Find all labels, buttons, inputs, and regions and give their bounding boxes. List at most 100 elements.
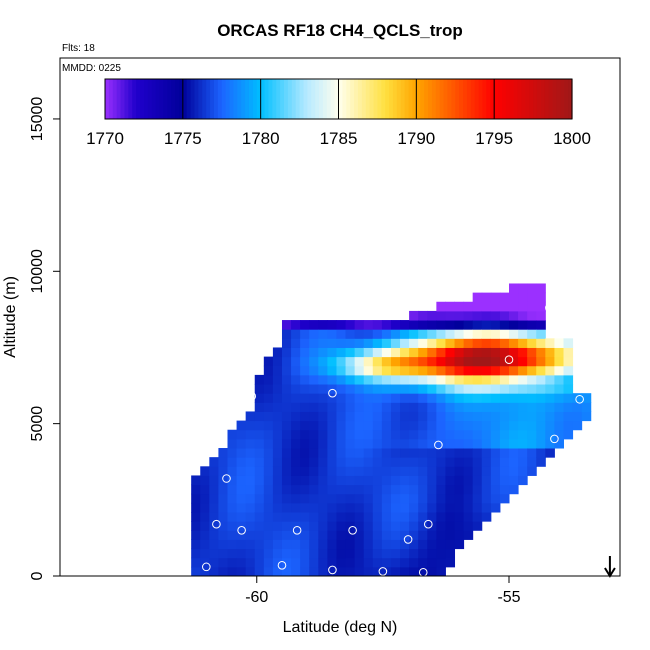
curtain-cell [445, 429, 456, 440]
curtain-cell [481, 338, 492, 348]
colorbar-strip [346, 79, 351, 119]
curtain-cell [281, 512, 292, 522]
colorbar-strip [361, 79, 367, 119]
curtain-cell [327, 512, 337, 522]
curtain-cell [427, 356, 437, 367]
curtain-cell [390, 475, 401, 486]
curtain-cell [372, 320, 383, 330]
curtain-cell [445, 512, 456, 522]
curtain-cell [263, 374, 274, 385]
curtain-cell [581, 402, 592, 412]
curtain-cell [518, 420, 528, 431]
curtain-cell [400, 438, 410, 449]
curtain-cell [227, 530, 238, 540]
colorbar-strip [136, 79, 141, 119]
curtain-cell [481, 457, 492, 467]
curtain-cell [554, 384, 564, 394]
curtain-cell [436, 320, 446, 330]
curtain-cell [481, 420, 492, 431]
curtain-cell [200, 466, 210, 476]
curtain-cell [318, 484, 328, 495]
curtain-cell [336, 320, 347, 330]
curtain-cell [209, 475, 219, 486]
curtain-cell [318, 329, 328, 339]
y-tick-label: 5000 [29, 406, 46, 442]
flight-point-marker [434, 440, 443, 450]
curtain-cell [527, 393, 537, 403]
curtain-cell [409, 484, 419, 495]
curtain-cell [527, 420, 537, 431]
curtain-cell [300, 411, 310, 422]
colorbar-strip [400, 79, 406, 119]
curtain-cell [363, 384, 374, 394]
curtain-cell [354, 539, 365, 550]
curtain-cell [227, 475, 238, 486]
curtain-cell [418, 548, 428, 559]
curtain-cell [481, 448, 492, 458]
curtain-cell [336, 521, 347, 531]
curtain-cell [490, 365, 501, 376]
curtain-cell [272, 466, 283, 476]
colorbar-strip [233, 79, 238, 119]
curtain-cell [527, 301, 537, 312]
curtain-cell [254, 438, 265, 449]
curtain-cell [272, 530, 283, 540]
curtain-cell [400, 420, 410, 431]
curtain-cell [536, 338, 546, 348]
curtain-cell [236, 493, 247, 504]
curtain-cell [454, 466, 465, 476]
curtain-cell [509, 356, 519, 367]
curtain-cell [427, 502, 437, 513]
curtain-cell [390, 420, 401, 431]
curtain-cell [390, 329, 401, 339]
curtain-cell [427, 420, 437, 431]
curtain-cell [318, 356, 328, 367]
curtain-cell [381, 448, 392, 458]
curtain-cell [427, 457, 437, 467]
curtain-cell [454, 493, 465, 504]
colorbar-strip [350, 79, 355, 119]
colorbar-strip [322, 79, 328, 119]
curtain-cell [254, 402, 265, 412]
curtain-cell [409, 502, 419, 513]
curtain-cell [345, 420, 356, 431]
curtain-cell [327, 548, 337, 559]
curtain-cell [318, 338, 328, 348]
colorbar-strip [501, 79, 507, 119]
curtain-cell [390, 548, 401, 559]
curtain-cell [409, 466, 419, 476]
curtain-cell [281, 402, 292, 412]
curtain-cell [418, 384, 428, 394]
curtain-cell [563, 347, 574, 358]
colorbar-strip [291, 79, 297, 119]
curtain-cell [463, 466, 474, 476]
curtain-cell [218, 466, 228, 476]
curtain-cell [272, 448, 283, 458]
curtain-cell [445, 384, 456, 394]
curtain-cell [572, 393, 583, 403]
curtain-cell [300, 429, 310, 440]
curtain-cell [454, 365, 465, 376]
curtain-cell [381, 457, 392, 467]
curtain-cell [272, 365, 283, 376]
curtain-cell [499, 411, 510, 422]
curtain-cell [272, 457, 283, 467]
curtain-cell [481, 484, 492, 495]
curtain-cell [345, 548, 356, 559]
curtain-cell [381, 521, 392, 531]
curtain-cell [518, 283, 528, 294]
curtain-cell [363, 557, 374, 568]
curtain-cell [363, 475, 374, 486]
flight-point-marker [212, 519, 221, 529]
curtain-cell [554, 420, 564, 431]
curtain-cell [327, 566, 337, 577]
curtain-cell [536, 374, 546, 385]
curtain-cell [263, 548, 274, 559]
curtain-cell [345, 502, 356, 513]
colorbar-strip [315, 79, 320, 119]
curtain-cell [418, 566, 428, 577]
flight-point-marker [292, 525, 302, 535]
curtain-cell [400, 329, 410, 339]
curtain-cell [499, 402, 510, 412]
curtain-cell [409, 530, 419, 540]
